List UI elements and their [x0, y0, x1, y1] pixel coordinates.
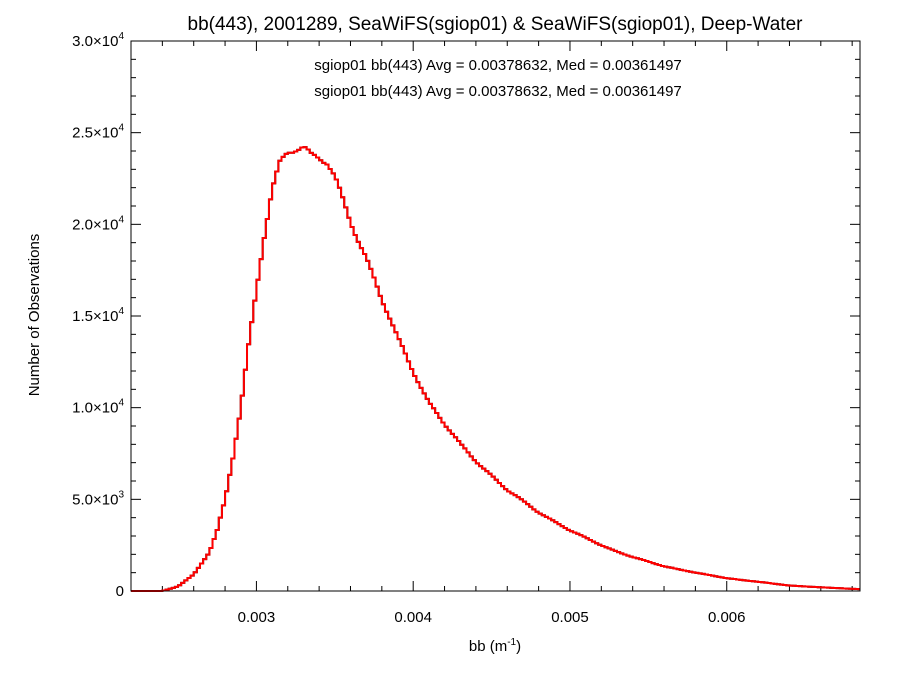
- stats-annotation-black: sgiop01 bb(443) Avg = 0.00378632, Med = …: [314, 57, 682, 74]
- y-tick-label: 2.5×104: [72, 123, 124, 142]
- y-tick-label: 0: [116, 583, 124, 600]
- series-line-red: [131, 146, 860, 592]
- series-layer: [131, 146, 860, 592]
- x-tick-label: 0.003: [238, 609, 276, 626]
- x-axis-title-exponent: -1: [507, 637, 516, 648]
- y-tick-label: 5.0×103: [72, 489, 124, 508]
- y-tick-label: 2.0×104: [72, 214, 124, 233]
- series-line-black: [131, 146, 860, 592]
- x-axis-title: bb (m-1): [469, 637, 521, 655]
- y-tick-label: 1.0×104: [72, 398, 124, 417]
- x-tick-label: 0.006: [708, 609, 746, 626]
- x-axis-title-base: bb (m: [469, 638, 507, 655]
- x-axis-ticks: 0.003 0.004 0.005 0.006: [161, 41, 853, 626]
- y-tick-label: 1.5×104: [72, 306, 124, 325]
- x-axis-title-close: ): [516, 638, 521, 655]
- chart-title: bb(443), 2001289, SeaWiFS(sgiop01) & Sea…: [188, 14, 804, 35]
- y-axis-title: Number of Observations: [26, 234, 43, 397]
- y-axis-ticks: 0 5.0×103 1.0×104 1.5×104 2.0×104 2.5×104 3.0×…: [72, 31, 860, 600]
- x-tick-label: 0.005: [551, 609, 589, 626]
- y-tick-label: 3.0×104: [72, 31, 124, 50]
- stats-annotation-red: sgiop01 bb(443) Avg = 0.00378632, Med = …: [314, 83, 682, 100]
- x-tick-label: 0.004: [394, 609, 432, 626]
- plot-frame: [130, 40, 861, 592]
